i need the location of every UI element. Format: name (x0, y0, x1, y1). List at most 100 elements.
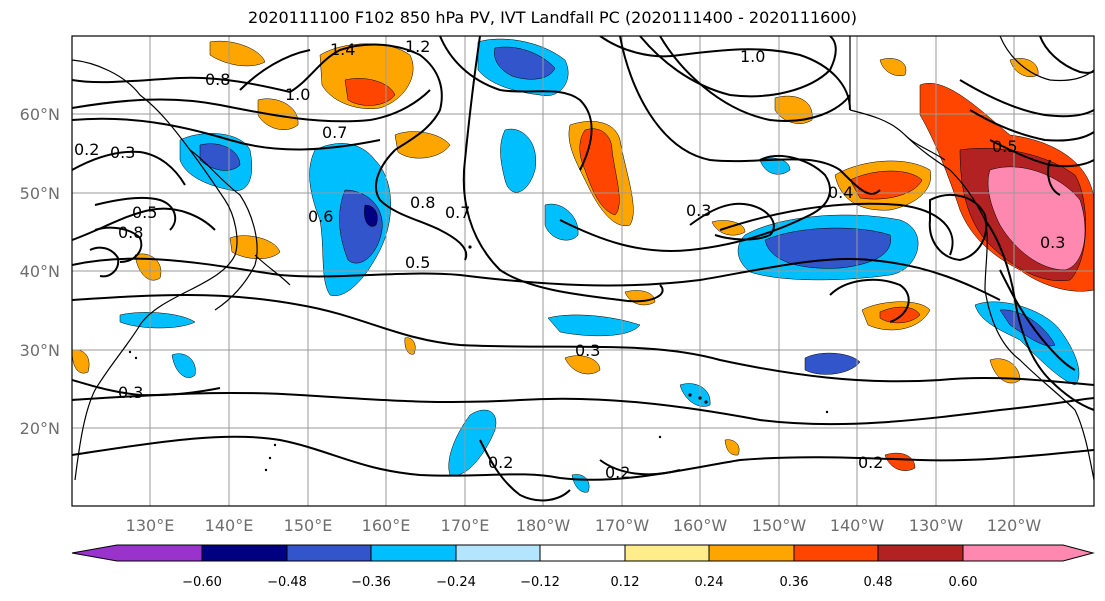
colorbar-segment (625, 545, 709, 561)
shade-pos-east-core (849, 170, 923, 200)
lon-labels: 130°E 140°E 150°E 160°E 170°E 180°W 170°… (126, 516, 1042, 535)
shade-pos-alaska (774, 95, 813, 124)
islands (128, 245, 829, 472)
colorbar-tick-label: −0.12 (520, 575, 560, 590)
contour-label: 0.8 (410, 193, 435, 212)
shade-neg-small1 (804, 352, 861, 375)
shade-neg-sm4 (119, 312, 196, 329)
shade-pos-small9 (989, 358, 1021, 384)
contour-label: 1.0 (740, 47, 765, 66)
colorbar-segment (794, 545, 878, 561)
lon-label: 150°E (284, 516, 333, 535)
contour-label: 0.2 (858, 453, 883, 472)
lon-label: 140°W (830, 516, 885, 535)
colorbar-tick-label: 0.60 (949, 575, 978, 590)
contour-label: 0.8 (118, 223, 143, 242)
lon-label: 180°W (516, 516, 571, 535)
lat-label: 40°N (20, 262, 60, 281)
colorbar-tick-label: −0.48 (267, 575, 307, 590)
colorbar: −0.60 −0.48 −0.36 −0.24 −0.12 0.12 0.24 … (71, 544, 1095, 590)
colorbar-tick-label: 0.48 (864, 575, 893, 590)
shade-pos-small5 (879, 306, 921, 324)
colorbar-segment (963, 545, 1093, 561)
colorbar-segment (878, 545, 963, 561)
shade-pos-small3 (134, 253, 162, 281)
shade-neg-trop (448, 409, 497, 476)
shade-pos-small2 (229, 235, 281, 259)
shade-pos-small6 (564, 355, 601, 375)
contour-label: 0.3 (110, 143, 135, 162)
shade-neg-mid2 (544, 203, 579, 241)
contour-label: 0.2 (605, 463, 630, 482)
colorbar-segment (709, 545, 794, 561)
shade-pos-nw (209, 40, 266, 67)
contour-label: 0.8 (205, 70, 230, 89)
colorbar-tick-label: −0.36 (351, 575, 391, 590)
lon-label: 160°W (673, 516, 728, 535)
shade-neg-small2 (759, 157, 791, 175)
shade-pos-small10 (884, 452, 916, 471)
colorbar-tick-label: 0.12 (611, 575, 640, 590)
contour-label: 0.5 (405, 253, 430, 272)
shade-pos-small11 (72, 349, 90, 374)
colorbar-segment (540, 545, 625, 561)
contour-label: 0.2 (488, 453, 513, 472)
contours (72, 36, 1094, 502)
lon-label: 130°W (909, 516, 964, 535)
lon-label: 170°E (441, 516, 490, 535)
contour-label: 0.7 (322, 123, 347, 142)
contour-label: 1.0 (285, 85, 310, 104)
contour-label: 0.6 (308, 207, 333, 226)
shade-neg-band (547, 314, 641, 337)
colorbar-outline (71, 544, 1095, 562)
contour-labels: 1.4 1.2 1.0 0.8 0.7 0.6 0.5 0.3 0.2 0.3 … (74, 37, 1065, 482)
shade-pos-north-core (344, 78, 396, 106)
lat-label: 50°N (20, 184, 60, 203)
lat-label: 30°N (20, 341, 60, 360)
shade-pos-small12 (724, 439, 740, 456)
contour-label: 0.3 (118, 383, 143, 402)
shaded-field (72, 38, 1094, 493)
contour-label: 0.3 (1040, 233, 1065, 252)
map-panel: 1.4 1.2 1.0 0.8 0.7 0.6 0.5 0.3 0.2 0.3 … (71, 35, 1095, 507)
lon-label: 140°E (205, 516, 254, 535)
lat-labels: 60°N 50°N 40°N 30°N 20°N (20, 105, 60, 438)
contour-label: 0.7 (445, 203, 470, 222)
contour-label: 0.5 (992, 137, 1017, 156)
lon-label: 170°W (595, 516, 650, 535)
shade-neg-hawaii (679, 383, 711, 407)
colorbar-segment (287, 545, 371, 561)
contour-label: 0.4 (828, 183, 853, 202)
shade-pos-small1 (394, 131, 451, 159)
lat-label: 60°N (20, 105, 60, 124)
lon-label: 120°W (987, 516, 1042, 535)
colorbar-tick-labels: −0.60 −0.48 −0.36 −0.24 −0.12 0.12 0.24 … (182, 575, 977, 590)
lon-label: 150°W (752, 516, 807, 535)
colorbar-segment (72, 545, 202, 561)
lon-label: 160°E (362, 516, 411, 535)
contour-label: 0.5 (132, 203, 157, 222)
colorbar-dividers (201, 545, 964, 561)
colorbar-tick-label: 0.36 (780, 575, 809, 590)
map-frame (71, 35, 1095, 507)
colorbar-tick-label: 0.24 (695, 575, 724, 590)
shade-neg-westpac-deep (364, 204, 378, 227)
colorbar-segment (456, 545, 540, 561)
shade-neg-small3 (171, 353, 196, 378)
coastlines (72, 36, 1094, 481)
shade-neg-north-core (494, 46, 556, 80)
colorbar-segment (371, 545, 456, 561)
map-title: 2020111100 F102 850 hPa PV, IVT Landfall… (248, 8, 857, 27)
contour-label: 1.2 (405, 37, 430, 56)
contour-label: 0.2 (74, 140, 99, 159)
shade-neg-mid (500, 128, 537, 193)
contour-label: 0.3 (575, 341, 600, 360)
colorbar-tick-label: −0.60 (182, 575, 222, 590)
contour-label: 1.4 (330, 40, 355, 59)
lon-label: 130°E (126, 516, 175, 535)
colorbar-tick-label: −0.24 (436, 575, 476, 590)
gridlines (72, 36, 1094, 506)
colorbar-segments (72, 545, 1093, 561)
shade-pos-small15 (879, 58, 907, 76)
